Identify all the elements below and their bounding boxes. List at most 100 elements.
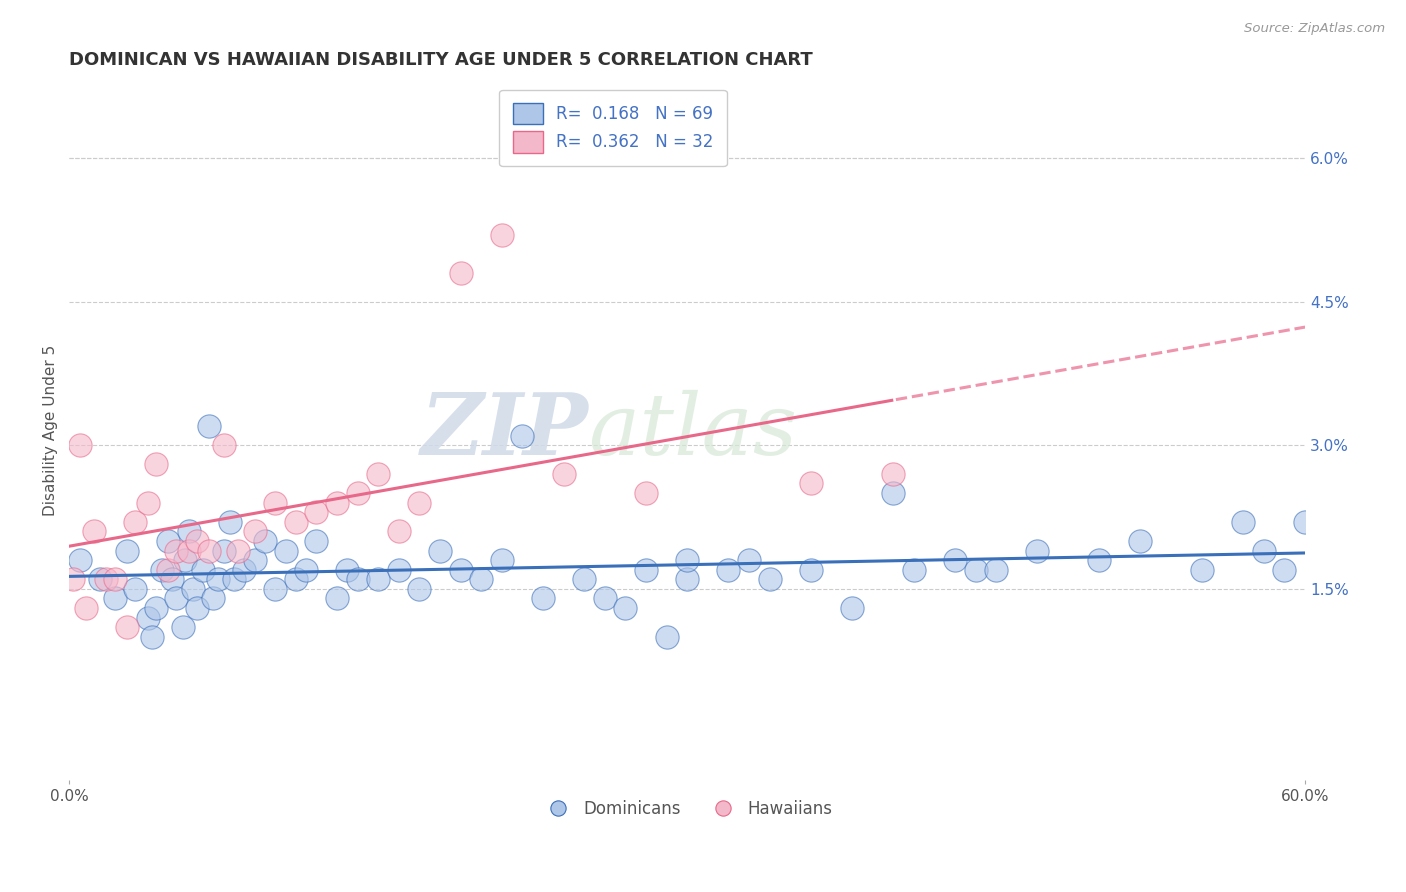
Point	[243, 553, 266, 567]
Point	[429, 543, 451, 558]
Point	[173, 553, 195, 567]
Point	[676, 553, 699, 567]
Point	[655, 630, 678, 644]
Point	[634, 486, 657, 500]
Point	[141, 630, 163, 644]
Text: atlas: atlas	[588, 390, 797, 472]
Point	[841, 601, 863, 615]
Point	[226, 543, 249, 558]
Point	[284, 515, 307, 529]
Point	[1294, 515, 1316, 529]
Point	[145, 458, 167, 472]
Text: ZIP: ZIP	[420, 389, 588, 473]
Point	[69, 553, 91, 567]
Point	[157, 533, 180, 548]
Point	[965, 563, 987, 577]
Point	[115, 620, 138, 634]
Point	[124, 582, 146, 596]
Point	[305, 533, 328, 548]
Point	[491, 227, 513, 242]
Point	[115, 543, 138, 558]
Point	[181, 582, 204, 596]
Point	[157, 563, 180, 577]
Point	[593, 591, 616, 606]
Point	[198, 419, 221, 434]
Point	[177, 524, 200, 539]
Legend: Dominicans, Hawaiians: Dominicans, Hawaiians	[536, 793, 839, 824]
Point	[62, 572, 84, 586]
Point	[136, 495, 159, 509]
Point	[253, 533, 276, 548]
Point	[572, 572, 595, 586]
Point	[212, 438, 235, 452]
Point	[450, 563, 472, 577]
Point	[326, 495, 349, 509]
Point	[984, 563, 1007, 577]
Point	[346, 486, 368, 500]
Point	[943, 553, 966, 567]
Point	[172, 620, 194, 634]
Point	[186, 601, 208, 615]
Point	[198, 543, 221, 558]
Point	[219, 515, 242, 529]
Point	[1088, 553, 1111, 567]
Text: Source: ZipAtlas.com: Source: ZipAtlas.com	[1244, 22, 1385, 36]
Point	[222, 572, 245, 586]
Point	[160, 572, 183, 586]
Point	[233, 563, 256, 577]
Point	[800, 476, 823, 491]
Point	[470, 572, 492, 586]
Point	[264, 495, 287, 509]
Point	[177, 543, 200, 558]
Point	[103, 572, 125, 586]
Point	[408, 582, 430, 596]
Point	[531, 591, 554, 606]
Text: DOMINICAN VS HAWAIIAN DISABILITY AGE UNDER 5 CORRELATION CHART: DOMINICAN VS HAWAIIAN DISABILITY AGE UND…	[69, 51, 813, 69]
Point	[388, 563, 411, 577]
Point	[264, 582, 287, 596]
Point	[212, 543, 235, 558]
Point	[69, 438, 91, 452]
Point	[186, 533, 208, 548]
Point	[202, 591, 225, 606]
Point	[1274, 563, 1296, 577]
Point	[882, 486, 904, 500]
Point	[1191, 563, 1213, 577]
Point	[512, 428, 534, 442]
Point	[191, 563, 214, 577]
Point	[367, 572, 389, 586]
Point	[305, 505, 328, 519]
Point	[96, 572, 118, 586]
Point	[800, 563, 823, 577]
Point	[408, 495, 430, 509]
Point	[83, 524, 105, 539]
Point	[903, 563, 925, 577]
Point	[367, 467, 389, 481]
Point	[89, 572, 111, 586]
Point	[124, 515, 146, 529]
Point	[274, 543, 297, 558]
Point	[150, 563, 173, 577]
Point	[165, 543, 187, 558]
Point	[326, 591, 349, 606]
Point	[1129, 533, 1152, 548]
Point	[1253, 543, 1275, 558]
Point	[207, 572, 229, 586]
Point	[882, 467, 904, 481]
Point	[758, 572, 780, 586]
Point	[136, 610, 159, 624]
Point	[553, 467, 575, 481]
Point	[295, 563, 318, 577]
Point	[614, 601, 637, 615]
Point	[450, 266, 472, 280]
Point	[717, 563, 740, 577]
Point	[103, 591, 125, 606]
Point	[165, 591, 187, 606]
Point	[336, 563, 359, 577]
Point	[284, 572, 307, 586]
Point	[634, 563, 657, 577]
Point	[145, 601, 167, 615]
Y-axis label: Disability Age Under 5: Disability Age Under 5	[44, 345, 58, 516]
Point	[676, 572, 699, 586]
Point	[75, 601, 97, 615]
